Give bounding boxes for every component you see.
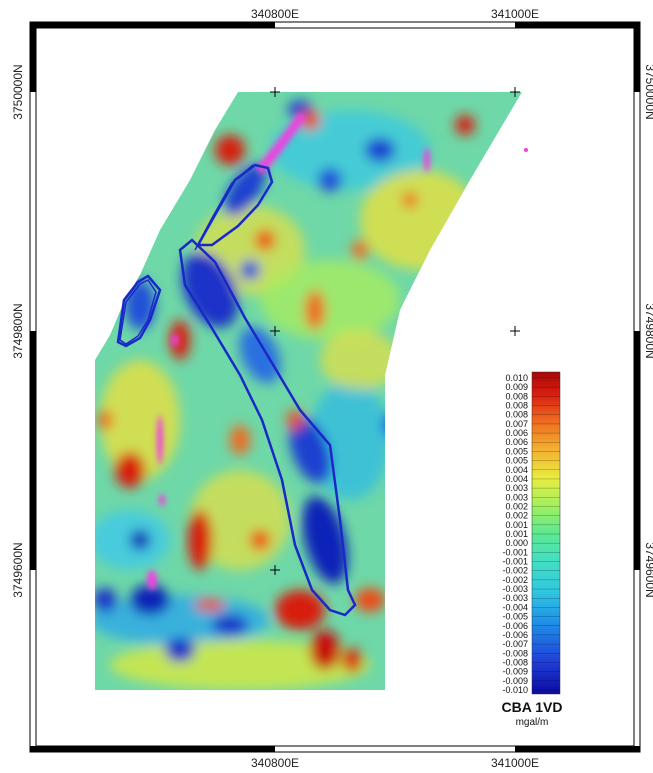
- colorbar-tick-label: 0.004: [505, 465, 528, 475]
- colorbar-tick-label: -0.001: [502, 547, 528, 557]
- colorbar-tick-label: 0.009: [505, 382, 528, 392]
- colorbar-tick-label: -0.010: [502, 685, 528, 695]
- colorbar-tick-label: 0.008: [505, 401, 528, 411]
- grid-crosses: [270, 87, 520, 575]
- target-outlines: [116, 163, 357, 617]
- colorbar-unit: mgal/m: [516, 717, 549, 728]
- colorbar-tick-label: -0.002: [502, 575, 528, 585]
- colorbar-tick-label: 0.001: [505, 529, 528, 539]
- left-label-3749600n: 3749600N: [11, 542, 25, 597]
- colorbar-title: CBA 1VD: [502, 699, 563, 715]
- colorbar-tick-label: -0.006: [502, 621, 528, 631]
- right-label-3749600n: 3749600N: [643, 542, 653, 597]
- map-frame: [29, 21, 641, 753]
- colorbar-tick-label: 0.003: [505, 483, 528, 493]
- colorbar-tick-label: 0.000: [505, 538, 528, 548]
- colorbar-tick-label: 0.005: [505, 446, 528, 456]
- gravity-surface: [95, 92, 522, 690]
- colorbar-tick-label: -0.006: [502, 630, 528, 640]
- bottom-label-340800e: 340800E: [251, 756, 299, 770]
- right-label-3749800n: 3749800N: [643, 303, 653, 358]
- colorbar-tick-label: 0.007: [505, 419, 528, 429]
- colorbar: 0.0100.0090.0080.0080.0080.0070.0060.006…: [502, 371, 563, 728]
- colorbar-tick-label: 0.004: [505, 474, 528, 484]
- colorbar-tick-label: 0.005: [505, 456, 528, 466]
- colorbar-tick-label: -0.003: [502, 584, 528, 594]
- top-label-341000e: 341000E: [491, 7, 539, 21]
- colorbar-tick-label: 0.010: [505, 373, 528, 383]
- right-label-3750000n: 3750000N: [643, 64, 653, 119]
- colorbar-tick-label: -0.005: [502, 612, 528, 622]
- colorbar-tick-label: -0.007: [502, 639, 528, 649]
- colorbar-tick-label: 0.006: [505, 428, 528, 438]
- left-label-3749800n: 3749800N: [11, 303, 25, 358]
- bottom-label-341000e: 341000E: [491, 756, 539, 770]
- colorbar-tick-label: -0.008: [502, 648, 528, 658]
- colorbar-tick-label: -0.003: [502, 593, 528, 603]
- colorbar-tick-label: 0.002: [505, 511, 528, 521]
- colorbar-tick-label: 0.001: [505, 520, 528, 530]
- colorbar-tick-label: 0.008: [505, 410, 528, 420]
- colorbar-tick-label: -0.009: [502, 667, 528, 677]
- colorbar-tick-label: -0.008: [502, 657, 528, 667]
- colorbar-tick-label: -0.004: [502, 602, 528, 612]
- colorbar-tick-label: -0.009: [502, 676, 528, 686]
- top-label-340800e: 340800E: [251, 7, 299, 21]
- colorbar-tick-label: 0.003: [505, 492, 528, 502]
- colorbar-tick-label: 0.002: [505, 501, 528, 511]
- colorbar-tick-label: -0.002: [502, 566, 528, 576]
- left-label-3750000n: 3750000N: [11, 64, 25, 119]
- colorbar-tick-label: 0.008: [505, 391, 528, 401]
- colorbar-tick-label: 0.006: [505, 437, 528, 447]
- colorbar-tick-label: -0.001: [502, 557, 528, 567]
